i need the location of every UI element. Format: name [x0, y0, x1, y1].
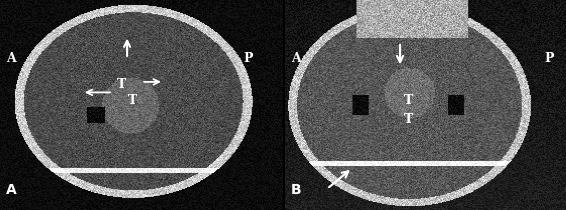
Text: P: P: [244, 52, 254, 65]
Text: A: A: [291, 52, 301, 65]
Text: T: T: [404, 94, 413, 107]
Text: T: T: [117, 77, 126, 91]
Text: P: P: [544, 52, 554, 65]
Text: T: T: [404, 113, 413, 126]
Text: A: A: [6, 52, 16, 65]
Text: T: T: [128, 94, 138, 107]
Text: A: A: [6, 183, 16, 197]
Text: B: B: [290, 183, 301, 197]
